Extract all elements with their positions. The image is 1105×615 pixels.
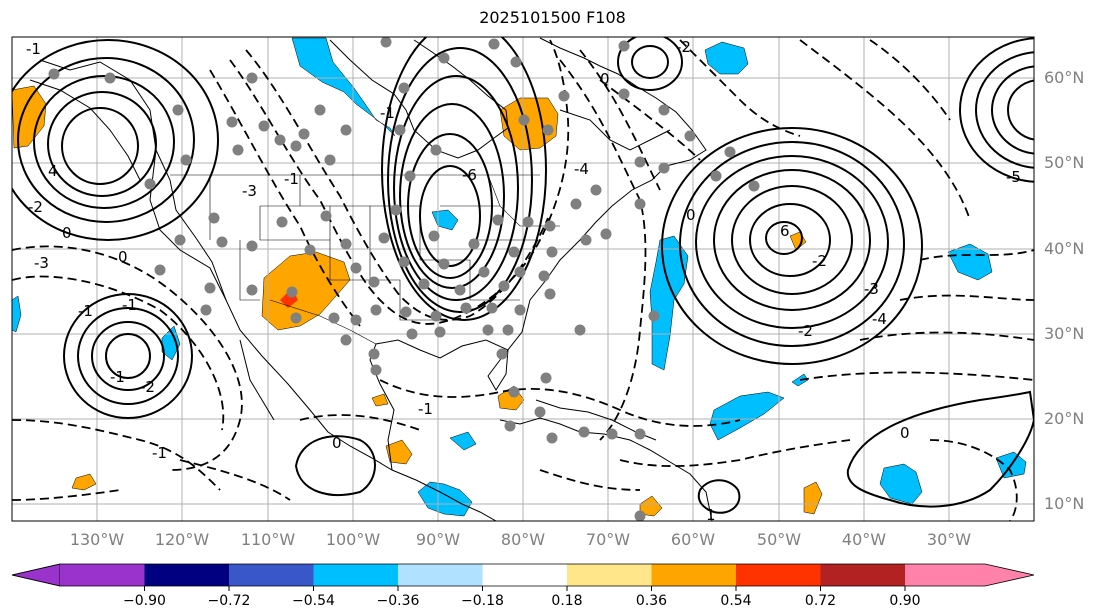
contour-label: -2 — [676, 38, 691, 56]
colorbar-segment — [905, 564, 985, 586]
contour-label: -1 — [122, 296, 137, 314]
contour-label: -1 — [284, 170, 299, 188]
colorbar-tick-label: −0.54 — [292, 593, 335, 609]
contour-labels: -1 4 0 -2 0 -6 -1 -1 0 -3 -1 -2 -1 6 -4 … — [26, 38, 1021, 524]
lon-label: 60°W — [671, 530, 715, 549]
lon-label: 100°W — [326, 530, 381, 549]
contour-label: -4 — [872, 310, 887, 328]
contour-label: 0 — [686, 206, 696, 224]
colorbar-segment — [482, 564, 567, 586]
contour-label: 0 — [600, 70, 610, 88]
dashed-contours — [12, 39, 1034, 521]
colorbar-tick-label: −0.90 — [123, 593, 166, 609]
colorbar-segment — [144, 564, 229, 586]
graticule — [12, 37, 1034, 521]
contour-label: 4 — [48, 162, 58, 180]
contour-label: 0 — [900, 424, 910, 442]
contour-label: 1 — [706, 506, 716, 524]
colorbar-segment — [60, 564, 145, 586]
lon-label: 40°W — [842, 530, 886, 549]
lat-label: 30°N — [1044, 324, 1084, 343]
map-title: 2025101500 F108 — [479, 8, 626, 27]
contour-label: 0 — [62, 224, 72, 242]
colorbar-tick-label: −0.72 — [208, 593, 251, 609]
colorbar-tick-label: −0.36 — [377, 593, 420, 609]
contour-label: -4 — [574, 160, 589, 178]
colorbar-segment — [567, 564, 652, 586]
lon-label: 70°W — [586, 530, 630, 549]
contour-label: -1 — [26, 40, 41, 58]
contour-label: -5 — [1006, 168, 1021, 186]
colorbar-tick-label: 0.72 — [805, 593, 836, 609]
lon-label: 130°W — [70, 530, 125, 549]
colorbar-segment — [11, 563, 61, 587]
longitude-labels: 130°W 120°W 110°W 100°W 90°W 80°W 70°W 6… — [70, 530, 971, 549]
lat-label: 60°N — [1044, 68, 1084, 87]
lon-label: 120°W — [155, 530, 210, 549]
colorbar-segment — [985, 564, 1034, 586]
contour-label: 0 — [332, 434, 342, 452]
contour-label: -1 — [78, 302, 93, 320]
contour-label: -2 — [140, 378, 155, 396]
contour-label: -1 — [380, 104, 395, 122]
contour-label: -3 — [864, 280, 879, 298]
colorbar-tick-label: 0.90 — [889, 593, 920, 609]
lat-label: 10°N — [1044, 494, 1084, 513]
colorbar-segment — [651, 564, 736, 586]
lon-label: 110°W — [241, 530, 296, 549]
contour-label: -2 — [798, 322, 813, 340]
contour-label: -1 — [110, 368, 125, 386]
colorbar-segment — [736, 564, 821, 586]
contour-label: -3 — [242, 182, 257, 200]
lat-label: 20°N — [1044, 409, 1084, 428]
contour-label: 6 — [780, 222, 790, 240]
contour-label: -6 — [462, 166, 477, 184]
lon-label: 30°W — [927, 530, 971, 549]
solid-contours — [12, 37, 1034, 514]
lon-label: 90°W — [416, 530, 460, 549]
lat-label: 40°N — [1044, 239, 1084, 258]
colorbar-tick-label: 0.54 — [720, 593, 751, 609]
colorbar-segment — [313, 564, 398, 586]
colorbar-segment — [229, 564, 314, 586]
contour-label: 0 — [118, 248, 128, 266]
lat-label: 50°N — [1044, 153, 1084, 172]
contour-label: -2 — [812, 252, 827, 270]
colorbar-tick-label: 0.18 — [551, 593, 582, 609]
lon-label: 80°W — [501, 530, 545, 549]
colorbar-tick-label: 0.36 — [636, 593, 667, 609]
colorbar-tick-label: −0.18 — [461, 593, 504, 609]
lon-label: 50°W — [757, 530, 801, 549]
latitude-labels: 60°N 50°N 40°N 30°N 20°N 10°N — [1044, 68, 1084, 513]
map-frame — [11, 36, 1035, 522]
colorbar-segment — [820, 564, 905, 586]
station-markers — [48, 37, 760, 521]
contour-label: -2 — [28, 198, 43, 216]
colorbar: −0.90 −0.72 −0.54 −0.36 −0.18 0.18 0.36 … — [11, 563, 1035, 609]
contour-label: -1 — [418, 400, 433, 418]
contour-label: -1 — [152, 444, 167, 462]
colorbar-segment — [398, 564, 483, 586]
contour-label: -3 — [34, 254, 49, 272]
